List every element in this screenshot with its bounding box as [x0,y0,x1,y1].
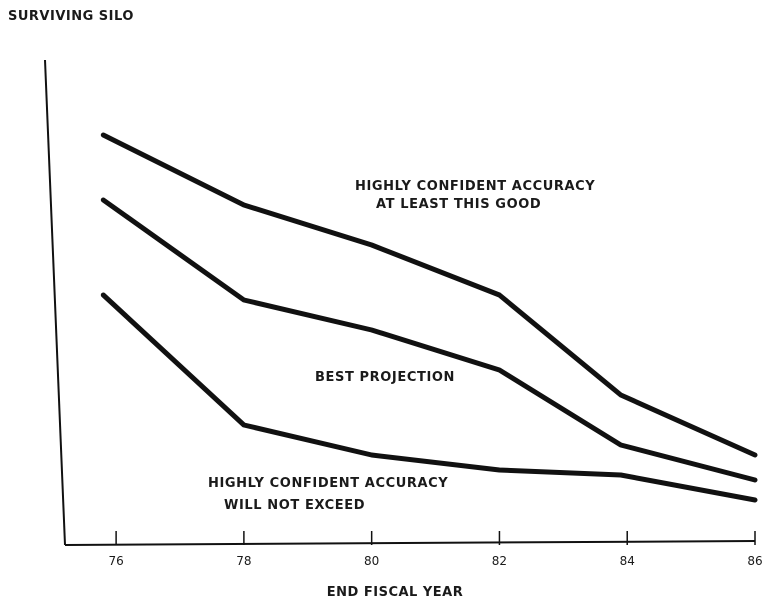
annotation-best-line-1: BEST PROJECTION [315,370,455,385]
annotation-upper-line-1: HIGHLY CONFIDENT ACCURACY [355,179,595,194]
annotation-best: BEST PROJECTION [315,370,455,385]
annotation-lower: HIGHLY CONFIDENT ACCURACY WILL NOT EXCEE… [208,476,448,513]
x-axis-line [64,540,756,546]
series-line-2 [100,197,758,483]
x-tick-label: 76 [108,554,123,568]
x-axis-title: END FISCAL YEAR [327,585,463,600]
series-line-3 [100,292,758,503]
x-tick-label: 82 [492,554,507,568]
x-tick-label: 78 [236,554,251,568]
plot-axes [44,59,756,546]
annotation-upper: HIGHLY CONFIDENT ACCURACY AT LEAST THIS … [355,179,595,212]
annotation-lower-line-2: WILL NOT EXCEED [224,498,365,513]
x-tick-label: 86 [747,554,762,568]
annotation-lower-line-1: HIGHLY CONFIDENT ACCURACY [208,476,448,491]
y-axis-title: SURVIVING SILO [8,9,134,24]
series-line-1 [100,132,758,458]
y-axis-line [44,59,66,546]
annotation-upper-line-2: AT LEAST THIS GOOD [376,197,541,212]
x-tick-label: 80 [364,554,379,568]
x-tick-label: 84 [620,554,635,568]
x-ticks: 76 78 80 82 84 86 [108,531,763,568]
series-lines [100,132,758,503]
